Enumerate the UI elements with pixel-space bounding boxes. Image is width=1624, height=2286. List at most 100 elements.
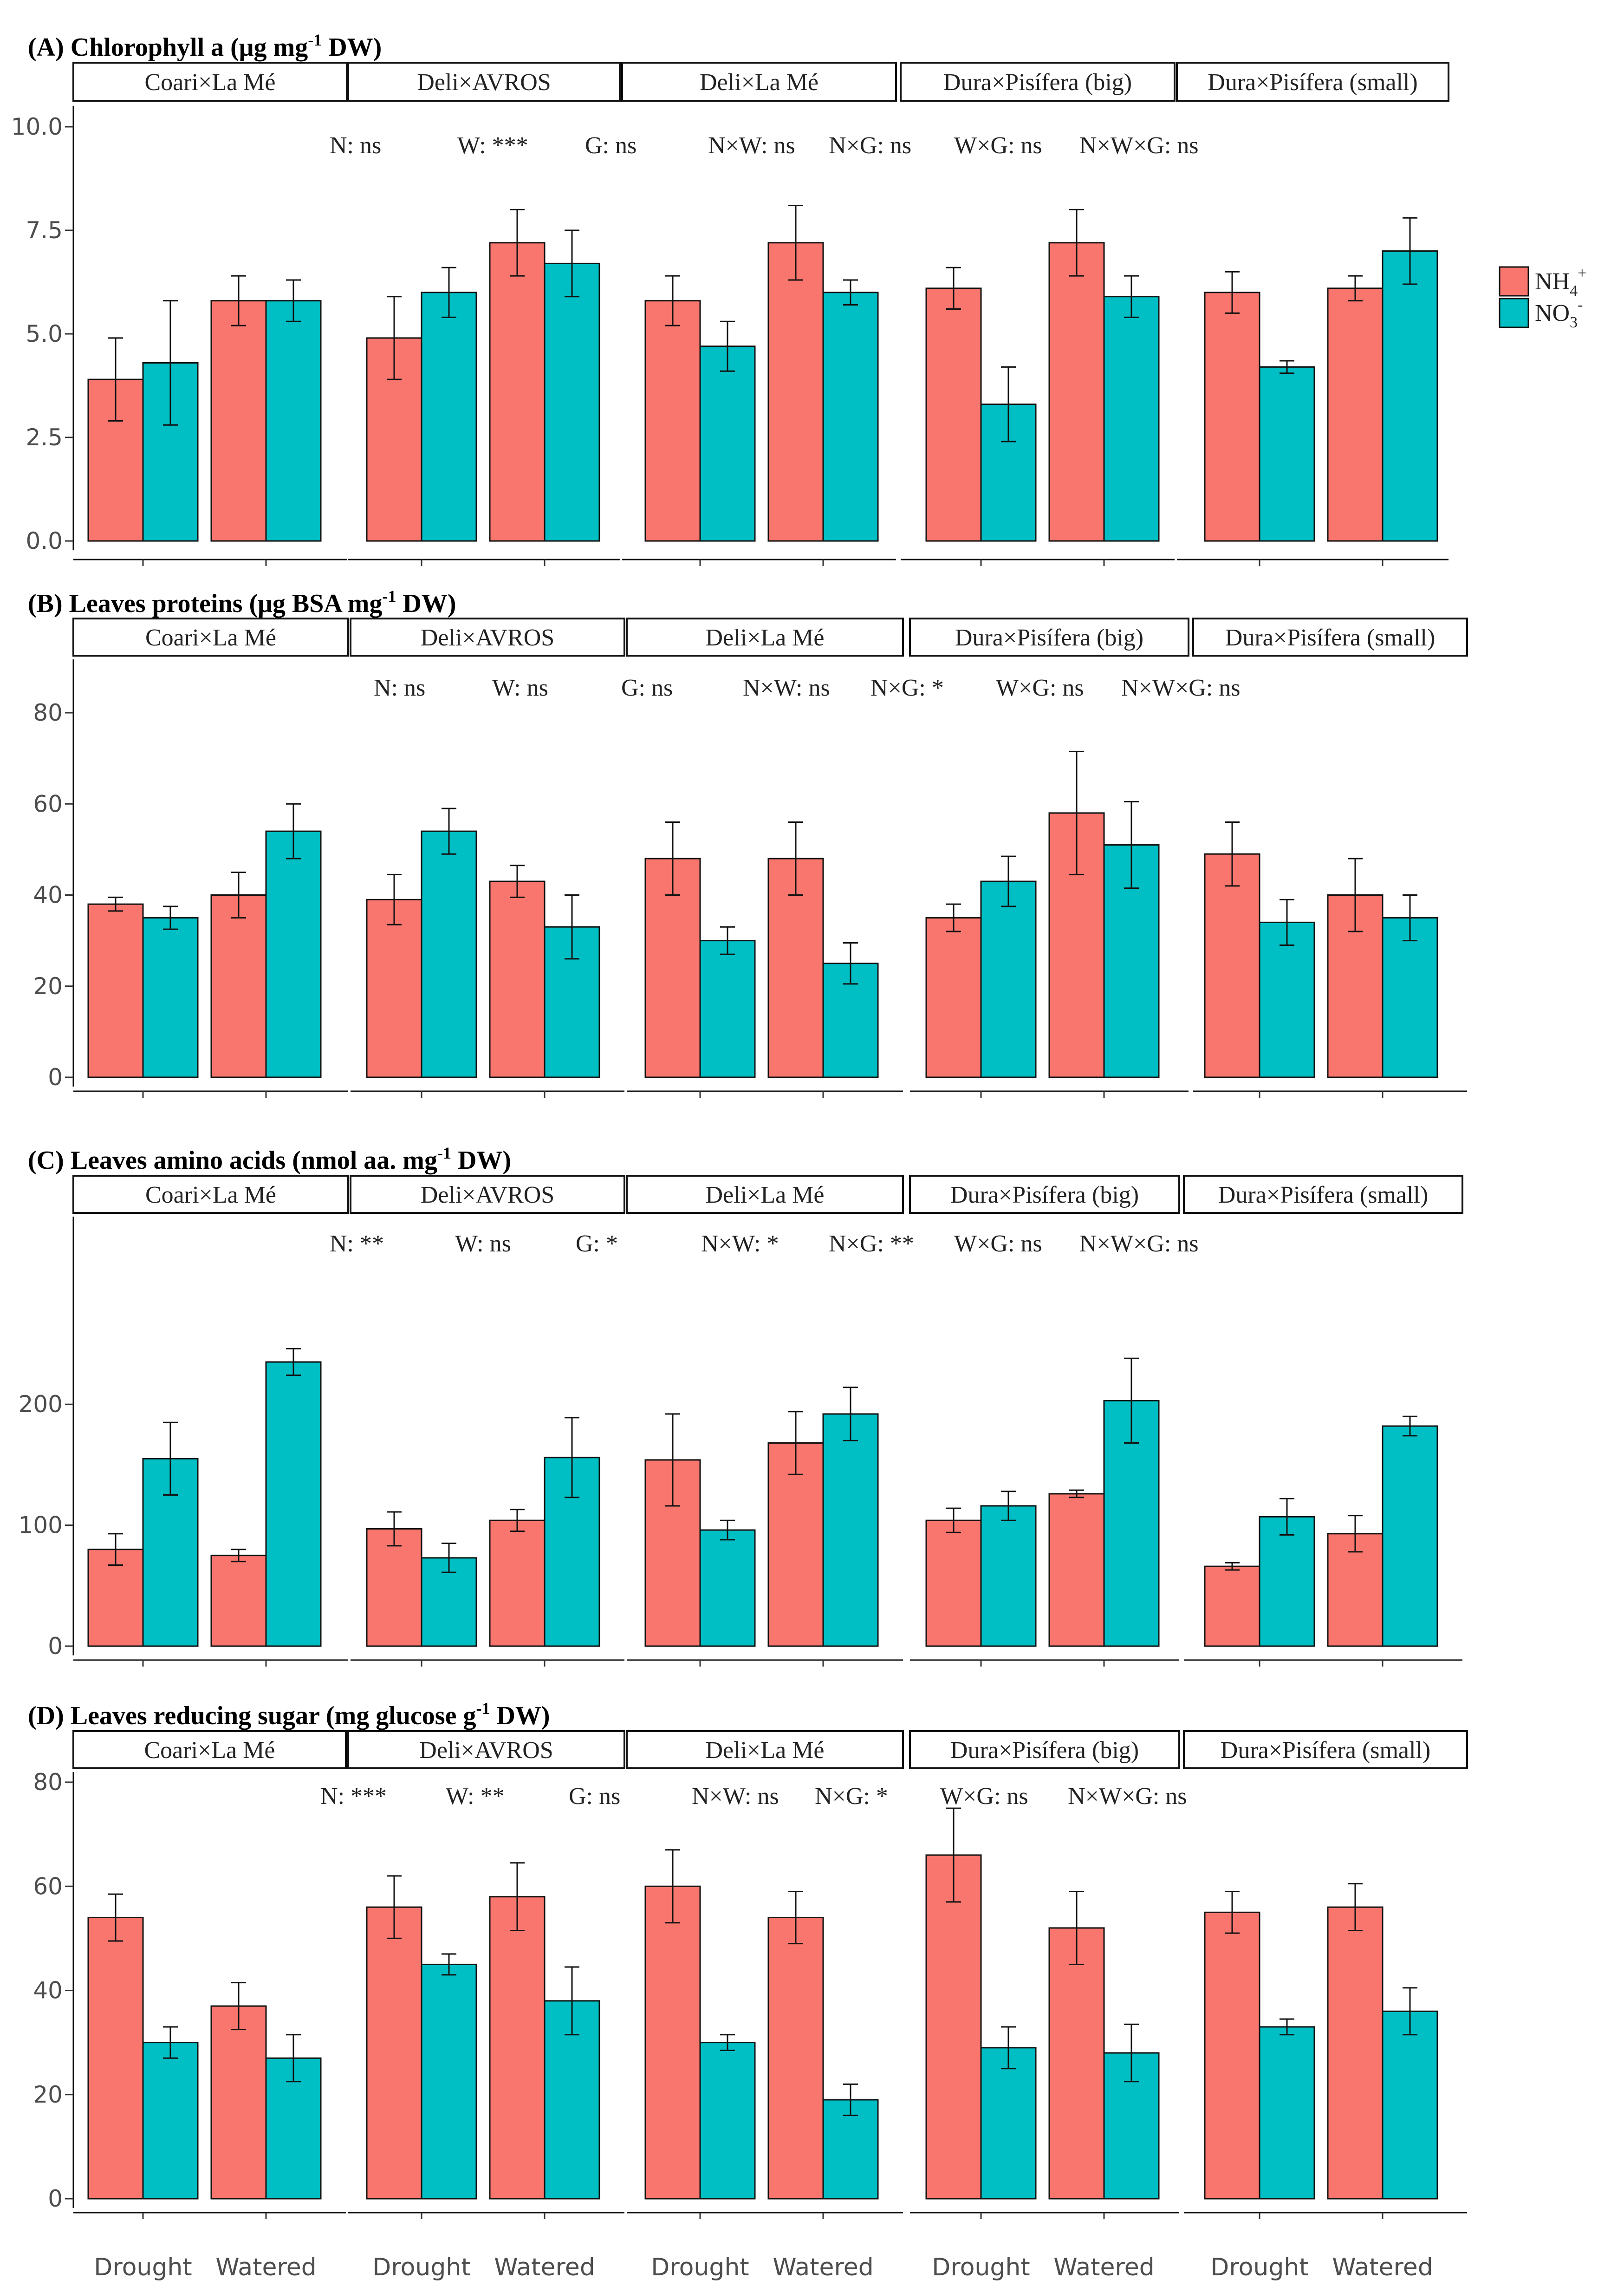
facet-label: Coari×La Mé (145, 1182, 276, 1208)
facet-label: Dura×Pisífera (small) (1225, 625, 1435, 651)
legend-label-base: NH (1535, 268, 1570, 295)
bar-no3 (265, 830, 322, 1078)
title-superscript: -1 (437, 1144, 451, 1162)
panel-a: (A) Chlorophyll a (μg mg-1 DW) Coari×La M… (11, 31, 1449, 566)
facet-strip (1183, 1730, 1468, 1769)
facet-label: Deli×AVROS (421, 1182, 554, 1208)
legend-swatch (1499, 298, 1529, 328)
bar-no3 (1382, 2010, 1438, 2200)
bar-nh4 (1327, 1906, 1384, 2200)
bar-no3 (699, 1529, 756, 1647)
legend-label-subscript: 3 (1570, 314, 1578, 331)
stat-annotation: N×G: ns (829, 132, 911, 159)
y-tick-label: 5.0 (26, 320, 63, 347)
bar-nh4 (366, 899, 422, 1078)
bar-no3 (1259, 2026, 1315, 2200)
bar-no3 (980, 880, 1037, 1078)
panel-label: (D) (28, 1701, 71, 1730)
facet-strip (1176, 62, 1449, 102)
bar-nh4 (925, 917, 982, 1078)
bar-nh4 (87, 903, 144, 1078)
facet-strip (350, 618, 625, 657)
facet-label: Dura×Pisífera (small) (1218, 1182, 1428, 1208)
bar-nh4 (1048, 1493, 1105, 1647)
stat-annotation: N: *** (320, 1783, 387, 1810)
bar-no3 (699, 940, 756, 1078)
x-category-label: Drought (1210, 2253, 1308, 2281)
y-tick-label: 100 (19, 1512, 63, 1539)
y-tick-label: 0 (48, 1064, 63, 1091)
bar-no3 (1382, 917, 1438, 1078)
bar-no3 (265, 2057, 322, 2200)
facet-label: Deli×La Mé (705, 1182, 824, 1208)
bar-no3 (1382, 1425, 1438, 1647)
y-tick-label: 40 (33, 882, 63, 909)
bar-no3 (699, 345, 756, 542)
bar-no3 (421, 830, 477, 1078)
stat-annotation: N: ** (330, 1231, 384, 1257)
stat-annotation: N×W×G: ns (1079, 132, 1199, 159)
facet-label: Deli×AVROS (417, 69, 551, 96)
x-category-label: Drought (372, 2253, 470, 2281)
legend-swatch (1499, 266, 1529, 297)
facet-strip (1192, 618, 1468, 657)
facet-strip (72, 618, 349, 657)
facet-label: Dura×Pisífera (big) (955, 625, 1143, 651)
facet-label: Dura×Pisífera (big) (950, 1182, 1139, 1208)
facet-strip (347, 62, 621, 102)
bar-nh4 (1204, 292, 1260, 542)
bar-nh4 (1327, 287, 1384, 542)
y-tick-label: 20 (33, 973, 63, 1000)
legend-label-superscript: - (1578, 296, 1583, 313)
title-superscript: -1 (476, 1699, 490, 1718)
bar-no3 (822, 1413, 879, 1647)
bar-no3 (699, 2042, 756, 2200)
panel-c: (C) Leaves amino acids (nmol aa. mg-1 DW… (19, 1144, 1463, 1667)
bar-no3 (1259, 366, 1315, 542)
bar-nh4 (1204, 853, 1260, 1078)
y-tick-label: 10.0 (11, 113, 63, 140)
bar-nh4 (767, 242, 824, 542)
stat-annotation: W×G: ns (940, 1783, 1028, 1810)
panel-label: (B) (28, 589, 69, 618)
bar-nh4 (925, 287, 982, 542)
y-tick-label: 0 (48, 2185, 63, 2212)
stat-annotation: N×G: ** (829, 1231, 914, 1257)
y-tick-label: 2.5 (26, 424, 63, 451)
panel-label: (A) (28, 33, 71, 62)
facet-strip (72, 1175, 349, 1214)
facet-label: Coari×La Mé (144, 69, 275, 96)
bar-no3 (1103, 296, 1160, 542)
facet-label: Dura×Pisífera (big) (943, 69, 1132, 96)
bar-no3 (822, 2099, 879, 2200)
bar-nh4 (1048, 1927, 1105, 2200)
x-category-label: Watered (215, 2253, 317, 2281)
bar-no3 (980, 1505, 1037, 1647)
bar-no3 (1259, 921, 1315, 1078)
bar-nh4 (489, 242, 546, 542)
x-category-label: Drought (651, 2253, 749, 2281)
bar-nh4 (925, 1854, 982, 2200)
bar-no3 (1259, 1516, 1315, 1647)
panel-title: (A) Chlorophyll a (μg mg-1 DW) (28, 31, 382, 62)
bar-nh4 (210, 300, 267, 542)
title-text: Chlorophyll a (μg mg (71, 33, 308, 62)
stat-annotation: W: ns (455, 1231, 511, 1257)
panel-label: (C) (28, 1146, 71, 1175)
stat-annotation: W×G: ns (954, 132, 1042, 159)
bar-no3 (142, 917, 199, 1078)
stat-annotation: G: ns (569, 1783, 620, 1810)
x-category-label: Watered (1332, 2253, 1433, 2281)
facet-label: Deli×La Mé (705, 625, 824, 651)
legend-label-subscript: 4 (1570, 282, 1578, 300)
facet-strip (909, 618, 1189, 657)
panel-b: (B) Leaves proteins (μg BSA mg-1 DW) Coar… (28, 587, 1468, 1098)
stat-annotation: N×W: ns (743, 675, 830, 701)
panel-d: (D) Leaves reducing sugar (mg glucose g-… (28, 1699, 1468, 2281)
stat-annotation: W: *** (457, 132, 528, 159)
panel-title: (B) Leaves proteins (μg BSA mg-1 DW) (28, 587, 456, 618)
title-text: Leaves reducing sugar (mg glucose g (71, 1701, 476, 1730)
bar-no3 (980, 2047, 1037, 2200)
bar-nh4 (210, 2005, 267, 2200)
y-tick-label: 60 (33, 790, 63, 817)
